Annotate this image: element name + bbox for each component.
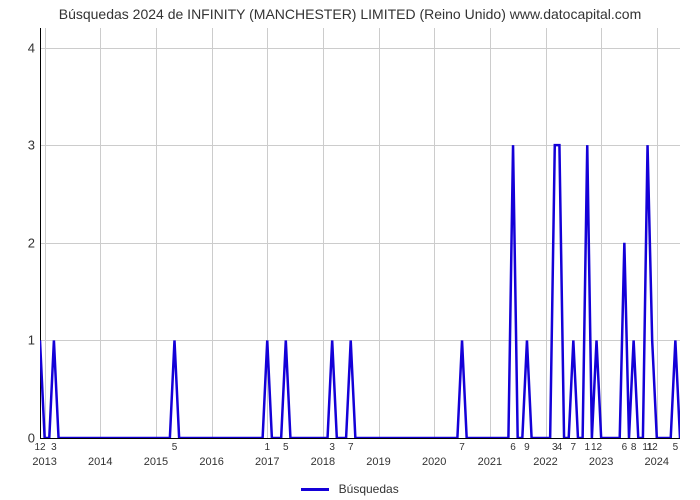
x-year-label: 2020 [422, 456, 446, 468]
x-month-label: 8 [631, 442, 637, 453]
x-month-label: 6 [510, 442, 516, 453]
x-month-label: 7 [459, 442, 465, 453]
legend-label: Búsquedas [339, 482, 399, 496]
y-tick-label: 2 [7, 235, 35, 250]
x-year-label: 2014 [88, 456, 112, 468]
x-month-label: 12 [591, 442, 602, 453]
x-year-label: 2023 [589, 456, 613, 468]
x-year-label: 2016 [199, 456, 223, 468]
x-month-label: 4 [557, 442, 563, 453]
x-year-label: 2024 [645, 456, 669, 468]
x-month-label: 12 [34, 442, 45, 453]
x-month-label: 3 [51, 442, 57, 453]
x-month-label: 5 [172, 442, 178, 453]
x-year-label: 2015 [144, 456, 168, 468]
legend: Búsquedas [0, 482, 700, 496]
x-month-label: 1 [584, 442, 590, 453]
y-tick-label: 1 [7, 333, 35, 348]
legend-swatch [301, 488, 329, 491]
series-svg [40, 28, 680, 438]
x-year-label: 2019 [366, 456, 390, 468]
x-year-label: 2021 [478, 456, 502, 468]
y-tick-label: 3 [7, 138, 35, 153]
x-year-label: 2013 [32, 456, 56, 468]
x-month-label: 5 [673, 442, 679, 453]
x-month-label: 6 [622, 442, 628, 453]
x-year-label: 2018 [311, 456, 335, 468]
x-month-label: 1 [264, 442, 270, 453]
plot-area [40, 28, 680, 438]
x-month-label: 9 [524, 442, 530, 453]
y-tick-label: 0 [7, 431, 35, 446]
y-tick-label: 4 [7, 40, 35, 55]
x-year-label: 2022 [533, 456, 557, 468]
chart-title: Búsquedas 2024 de INFINITY (MANCHESTER) … [0, 6, 700, 22]
x-month-label: 7 [348, 442, 354, 453]
x-month-label: 5 [283, 442, 289, 453]
x-month-label: 12 [647, 442, 658, 453]
x-month-label: 7 [571, 442, 577, 453]
x-year-label: 2017 [255, 456, 279, 468]
x-month-label: 3 [329, 442, 335, 453]
chart-container: Búsquedas 2024 de INFINITY (MANCHESTER) … [0, 0, 700, 500]
series-line [40, 145, 680, 438]
